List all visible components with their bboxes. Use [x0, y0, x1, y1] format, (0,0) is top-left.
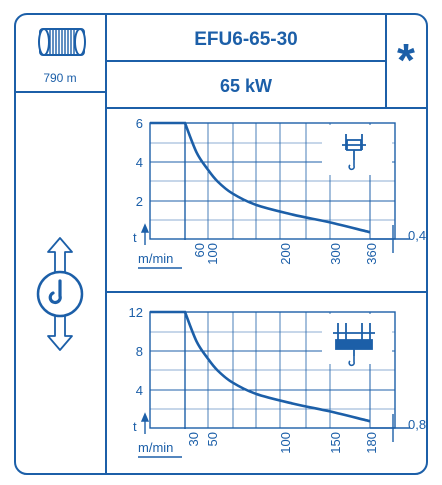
double-trolley-hoist-icon: [333, 323, 375, 367]
chart-top-y-tick-4: 4: [136, 155, 143, 170]
chart-top-grid: [149, 122, 396, 240]
chart-top-x-tick-360: 360: [364, 243, 379, 265]
chart-top-y-tick-6: 6: [136, 116, 143, 131]
chart-bottom-y-label: t: [133, 419, 137, 434]
chart-bottom-end-bracket: [370, 414, 410, 442]
chart-bottom-curve: [150, 310, 371, 423]
chart-bottom-x-tick-180: 180: [364, 432, 379, 454]
chart-top-x-tick-100: 100: [205, 243, 220, 265]
rope-drum-icon: [38, 28, 86, 56]
chart-bottom-y-tick-12: 12: [129, 305, 143, 320]
chart-bottom-x-label: m/min: [138, 440, 173, 455]
single-trolley-hoist-icon: [342, 134, 366, 171]
chart-top-x-tick-200: 200: [278, 243, 293, 265]
rope-length: 790 m: [43, 71, 76, 85]
chart-bottom-x-tick-100: 100: [278, 432, 293, 454]
hook-up-down-arrows-icon: [36, 237, 84, 351]
chart-top-end-label: 0,4: [408, 228, 426, 243]
chart-top-x-tick-60: 60: [192, 243, 207, 257]
star-mark: *: [397, 34, 415, 86]
model-title: EFU6-65-30: [194, 29, 298, 50]
chart-bottom-y-tick-4: 4: [136, 383, 143, 398]
chart-top-end-bracket: [370, 225, 410, 253]
chart-top-y-arrow: [140, 223, 150, 245]
chart-bottom-y-tick-8: 8: [136, 344, 143, 359]
chart-bottom-y-arrow: [140, 412, 150, 434]
chart-bottom-x-tick-30: 30: [186, 432, 201, 446]
chart-bottom-x-tick-50: 50: [205, 432, 220, 446]
chart-top-curve: [150, 121, 371, 234]
chart-bottom-x-tick-150: 150: [328, 432, 343, 454]
chart-top-y-tick-2: 2: [136, 194, 143, 209]
chart-bottom-icon-backdrop: [322, 314, 392, 364]
chart-top-y-label: t: [133, 230, 137, 245]
chart-top-x-label: m/min: [138, 251, 173, 266]
chart-top-x-tick-300: 300: [328, 243, 343, 265]
chart-bottom-end-label: 0,8: [408, 417, 426, 432]
power-rating: 65 kW: [220, 76, 272, 96]
